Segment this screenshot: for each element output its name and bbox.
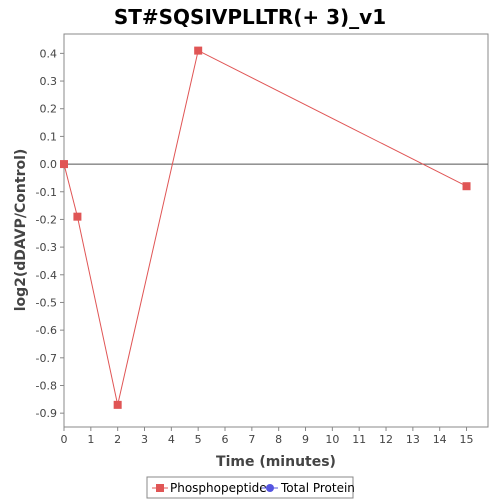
data-point[interactable] (60, 160, 68, 169)
y-tick-label: 0.1 (40, 130, 58, 143)
series-layer (60, 46, 471, 409)
x-tick-label: 5 (195, 433, 202, 446)
data-point[interactable] (113, 400, 122, 409)
x-tick-label: 11 (352, 433, 366, 446)
x-axis: 0 1 2 3 4 5 6 7 8 9 10 11 12 13 14 15 (61, 427, 474, 446)
y-tick-label: -0.6 (36, 324, 57, 337)
x-tick-label: 14 (433, 433, 447, 446)
data-point[interactable] (73, 212, 82, 221)
y-axis: 0.4 0.3 0.2 0.1 0.0 -0.1 -0.2 -0.3 -0.4 -0.5 -0.6 -… (36, 47, 64, 420)
legend-label-phosphopeptide: Phosphopeptide (170, 481, 267, 495)
x-tick-label: 4 (168, 433, 175, 446)
x-tick-label: 7 (248, 433, 255, 446)
y-tick-label: -0.1 (36, 186, 57, 199)
y-tick-label: 0.3 (40, 75, 58, 88)
plot-area (63, 33, 489, 428)
legend-box (146, 476, 354, 499)
data-point[interactable] (194, 46, 203, 55)
y-tick-label: -0.4 (36, 269, 57, 282)
data-point[interactable] (462, 182, 471, 191)
x-tick-label: 9 (302, 433, 309, 446)
x-tick-label: 10 (325, 433, 339, 446)
legend-label-total-protein: Total Protein (280, 481, 355, 495)
x-tick-label: 1 (87, 433, 94, 446)
x-tick-label: 13 (406, 433, 420, 446)
y-tick-label: -0.7 (36, 352, 57, 365)
y-tick-label: 0.4 (40, 47, 58, 60)
x-tick-label: 12 (379, 433, 393, 446)
y-tick-label: -0.5 (36, 296, 57, 309)
chart-title: ST#SQSIVPLLTR(+ 3)_v1 (114, 5, 386, 29)
legend-marker-phosphopeptide (156, 484, 164, 492)
x-tick-label: 8 (275, 433, 282, 446)
y-tick-label: -0.3 (36, 241, 57, 254)
legend-marker-total-protein (266, 484, 274, 492)
y-tick-label: -0.8 (36, 379, 57, 392)
y-axis-label: log2(dDAVP/Control) (13, 149, 29, 312)
y-tick-label: -0.2 (36, 213, 57, 226)
y-tick-label: 0.2 (40, 103, 58, 116)
legend: Phosphopeptide Total Protein (146, 476, 355, 499)
x-tick-label: 0 (61, 433, 68, 446)
x-axis-label: Time (minutes) (216, 454, 336, 470)
x-tick-label: 15 (460, 433, 474, 446)
y-tick-label: -0.9 (36, 407, 57, 420)
x-tick-label: 2 (114, 433, 121, 446)
x-tick-label: 6 (222, 433, 229, 446)
y-tick-label: 0.0 (40, 158, 58, 171)
x-tick-label: 3 (141, 433, 148, 446)
